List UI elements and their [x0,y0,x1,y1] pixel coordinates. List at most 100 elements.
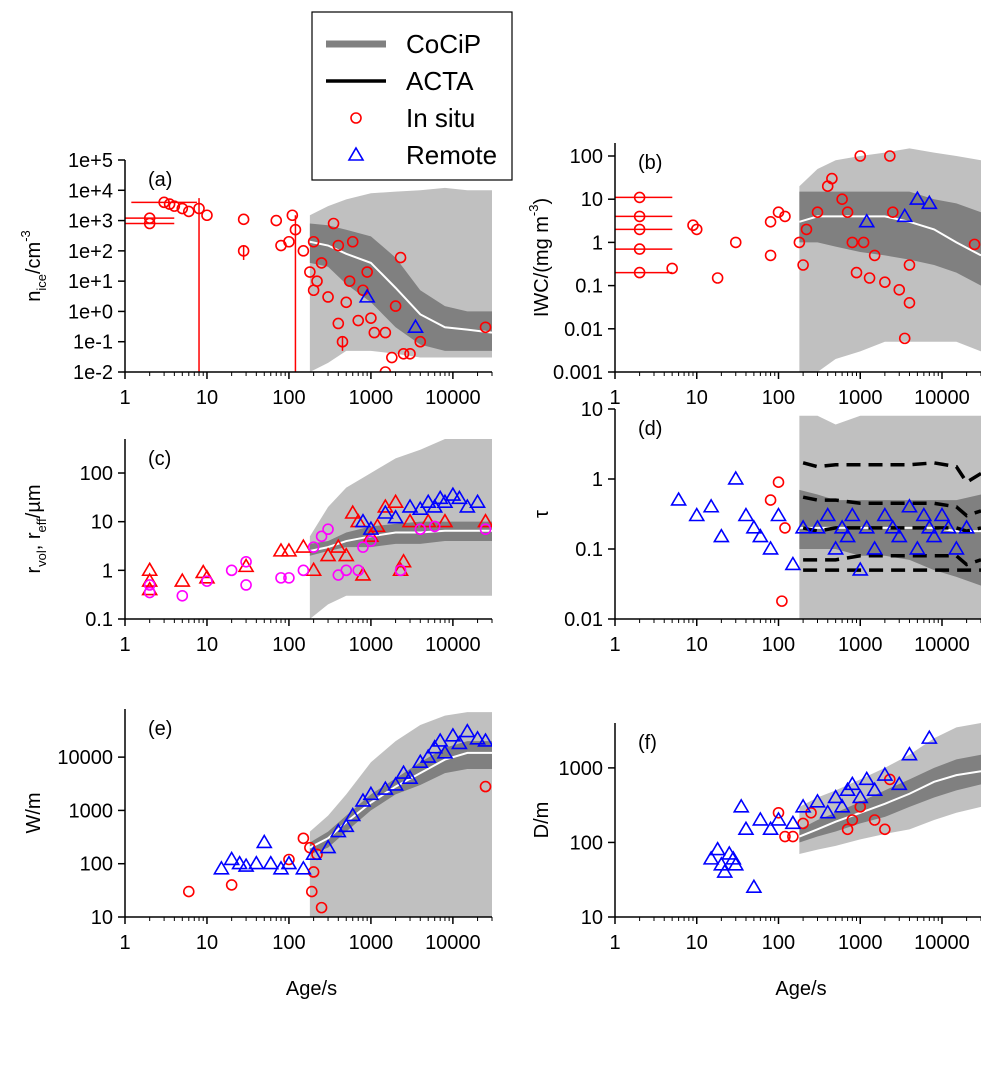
data-point [479,321,492,334]
data-point [709,841,727,856]
data-point [411,500,429,515]
data-point [168,200,181,212]
data-point [395,764,412,779]
panel-c: 1 10 100 1000 10000 0.1 1 10 100 (c) rvol, reff/µm [23,439,493,656]
series-remote [358,288,424,333]
y-tick-label: 0.1 [85,609,113,631]
data-point [322,291,334,303]
data-point [275,572,287,584]
data-point [898,332,911,345]
y-axis-label-part: D/m [531,802,553,839]
data-point [340,564,353,577]
data-point [866,540,884,555]
series-remote [354,486,486,535]
y-axis-label-part: r [23,567,45,574]
data-point [315,530,328,543]
series-remote [670,470,976,576]
data-point [670,491,688,506]
plot-area [141,439,492,619]
plot-area [182,712,492,917]
data-point [344,807,362,822]
plot-area [702,723,981,894]
plot-area [670,415,981,619]
y-axis-label-part: , r [23,532,45,550]
acta-line-mid [802,495,981,518]
data-point [797,817,809,830]
data-point [841,823,854,836]
panel-label: (f) [638,732,657,754]
x-tick-label: 10000 [425,634,481,656]
data-point [343,275,356,287]
y-tick-label: 1e+4 [68,180,113,202]
data-point [394,564,407,577]
data-point [354,566,372,581]
x-tick-label: 1 [609,634,620,656]
data-point [839,528,856,543]
y-axis-label-part: ) [531,198,553,205]
data-point [764,215,777,228]
data-point [737,507,755,522]
y-axis-label: τ [531,510,553,518]
data-point [352,314,365,327]
data-point [890,528,908,543]
data-point [479,523,492,536]
data-point [850,266,863,279]
data-point [340,296,353,309]
y-tick-label: 10 [91,512,113,534]
data-point [389,300,402,312]
data-point [841,206,854,219]
cocip-inner-band [799,191,981,286]
legend-label: In situ [406,103,475,133]
series-remote [702,729,938,894]
data-point [633,223,646,236]
x-tick-label: 1 [119,387,130,409]
data-point [784,555,802,571]
data-point [469,493,486,509]
legend-box [311,11,513,181]
data-point [794,519,812,534]
y-tick-label: 100 [570,832,603,854]
data-point [772,806,785,819]
cocip-median-line [799,526,981,533]
data-point [407,318,424,333]
y-tick-label: 1e+5 [68,150,113,172]
y-tick-label: 1 [592,469,603,491]
x-tick-label: 100 [272,634,305,656]
x-tick-label: 1 [609,932,620,954]
data-point [419,513,437,528]
data-point [702,498,720,513]
data-point [280,542,298,557]
panel-label: (b) [638,152,662,174]
data-point [857,236,870,249]
cocip-median-line [309,529,492,552]
panel-d: 1 10 100 1000 10000 0.01 0.1 1 10 (d) τ [531,399,981,656]
data-point [223,850,241,866]
data-point [633,266,646,279]
data-point [362,520,380,535]
x-axis-label: Age/s [286,978,337,1000]
data-point [884,150,896,162]
data-point [307,541,320,553]
data-point [863,272,876,284]
data-point [379,326,392,339]
data-point [272,542,290,557]
x-tick-label: 10 [196,932,218,954]
data-point [727,470,745,485]
data-point [915,507,933,522]
data-point [237,213,250,226]
data-point [332,317,345,330]
data-point [751,811,769,826]
data-point [176,202,189,215]
data-point [809,793,826,808]
series-remote [858,190,938,228]
data-point [809,519,826,534]
data-point [779,522,791,534]
y-tick-label: 10 [91,907,113,929]
data-point [851,561,869,576]
series-in_situ [125,196,492,372]
panel-label: (c) [148,448,171,470]
data-point [920,194,938,210]
data-point [947,540,965,555]
data-point [436,493,454,509]
data-point [431,732,449,747]
